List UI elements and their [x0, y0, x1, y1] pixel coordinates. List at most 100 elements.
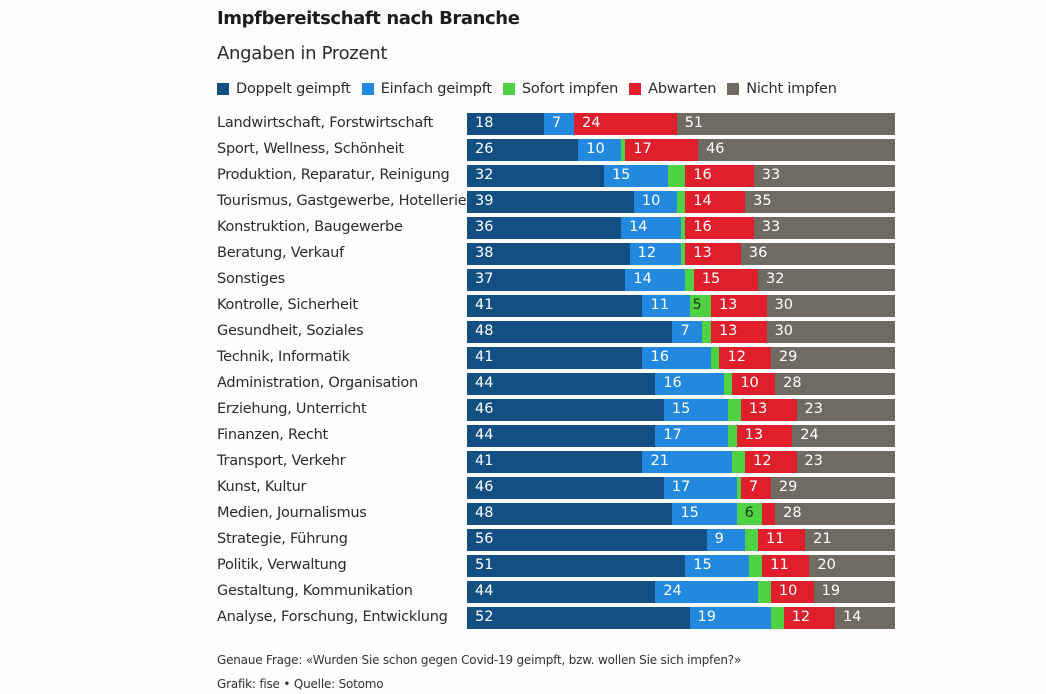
data-label: 41: [475, 349, 494, 365]
legend-label: Abwarten: [648, 81, 717, 97]
bar-segment-abwarten: 13: [710, 295, 767, 317]
data-label: 7: [748, 479, 759, 495]
bar-segment-sofort-impfen: 6: [736, 503, 763, 525]
data-label: 26: [475, 141, 494, 157]
bar-segment-einfach-geimpft: 15: [685, 555, 750, 577]
data-label: 16: [693, 167, 712, 183]
data-label: 48: [475, 505, 494, 521]
data-label: 17: [633, 141, 652, 157]
bar-segment-abwarten: 10: [770, 581, 814, 603]
bar-row: Technik, Informatik 41 16 12 29: [217, 347, 917, 369]
data-label: 24: [663, 583, 682, 599]
bar-segment-einfach-geimpft: 11: [642, 295, 690, 317]
data-label: 18: [475, 115, 494, 131]
data-label: 36: [748, 245, 768, 261]
bar-segment-einfach-geimpft: 21: [642, 451, 733, 473]
bar-segment-einfach-geimpft: 15: [672, 503, 737, 525]
bar-segment-sofort-impfen: [676, 191, 686, 213]
bar-segment-doppelt-geimpft: 44: [467, 373, 656, 395]
bar-segment-doppelt-geimpft: 51: [467, 555, 686, 577]
bar-segment-einfach-geimpft: 7: [544, 113, 574, 135]
data-label: 56: [475, 531, 494, 547]
stacked-bar: 36 14 16 33: [467, 217, 895, 239]
bar-segment-nicht-impfen: 32: [758, 269, 895, 291]
bar-segment-doppelt-geimpft: 46: [467, 399, 664, 421]
data-label: 52: [475, 609, 494, 625]
data-label: 7: [680, 323, 690, 339]
data-label: 28: [783, 375, 802, 391]
stacked-bar: 32 15 16 33: [467, 165, 895, 187]
data-label: 44: [475, 375, 494, 391]
data-label: 6: [744, 505, 754, 521]
data-label: 12: [637, 245, 657, 261]
data-label: 13: [748, 401, 768, 417]
data-label: 33: [761, 219, 781, 235]
stacked-bar: 48 15 6 28: [467, 503, 895, 525]
data-label: 13: [693, 245, 712, 261]
data-label: 46: [475, 479, 494, 495]
legend-swatch: [361, 83, 374, 95]
data-label: 15: [680, 505, 699, 521]
bar-segment-doppelt-geimpft: 41: [467, 295, 643, 317]
bar-segment-nicht-impfen: 33: [753, 165, 895, 187]
bar-segment-einfach-geimpft: 15: [663, 399, 729, 421]
bar-segment-einfach-geimpft: 12: [629, 243, 681, 265]
bar-segment-doppelt-geimpft: 44: [467, 581, 656, 603]
bar-segment-sofort-impfen: [621, 139, 626, 161]
bar-row: Tourismus, Gastgewerbe, Hotellerie 39 10 14…: [217, 191, 917, 213]
bar-segment-doppelt-geimpft: 48: [467, 503, 673, 525]
bar-segment-sofort-impfen: 5: [689, 295, 711, 317]
data-label: 46: [706, 141, 725, 157]
data-label: 14: [633, 271, 652, 287]
stacked-bar: 51 15 11 20: [467, 555, 895, 577]
data-label: 39: [475, 193, 494, 209]
category-label: Sport, Wellness, Schönheit: [217, 141, 404, 157]
stacked-bar: 41 16 12 29: [467, 347, 895, 369]
bar-segment-sofort-impfen: [749, 555, 763, 577]
bar-row: Administration, Organisation 44 16 10 28: [217, 373, 917, 395]
footnote-credit: Grafik: fise • Quelle: Sotomo: [217, 677, 384, 691]
data-label: 9: [714, 531, 724, 547]
category-label: Gestaltung, Kommunikation: [217, 583, 413, 599]
data-label: 17: [663, 427, 682, 443]
data-label: 44: [475, 583, 494, 599]
bar-segment-sofort-impfen: [680, 217, 686, 239]
category-label: Kontrolle, Sicherheit: [217, 297, 358, 313]
bar-segment-doppelt-geimpft: 56: [467, 529, 707, 551]
bar-row: Analyse, Forschung, Entwicklung 52 19 12 14: [217, 607, 917, 629]
bar-segment-abwarten: 7: [740, 477, 771, 499]
data-label: 7: [552, 115, 562, 131]
bar-segment-nicht-impfen: 19: [813, 581, 895, 603]
legend-item: Nicht impfen: [727, 81, 837, 97]
data-label: 13: [718, 297, 738, 313]
bar-row: Sonstiges 37 14 15 32: [217, 269, 917, 291]
bar-segment-nicht-impfen: 30: [766, 321, 895, 343]
bar-segment-doppelt-geimpft: 52: [467, 607, 690, 629]
bar-segment-abwarten: 17: [625, 139, 699, 161]
bar-segment-sofort-impfen: [770, 607, 784, 629]
bar-segment-abwarten: 13: [685, 243, 741, 265]
bar-segment-nicht-impfen: 20: [809, 555, 895, 577]
data-label: 20: [817, 557, 836, 573]
data-label: 16: [663, 375, 682, 391]
data-label: 10: [778, 583, 798, 599]
bar-segment-doppelt-geimpft: 26: [467, 139, 579, 161]
bar-segment-nicht-impfen: 23: [796, 451, 895, 473]
bar-segment-doppelt-geimpft: 37: [467, 269, 626, 291]
stacked-bar: 41 21 12 23: [467, 451, 895, 473]
stacked-bar: 56 9 11 21: [467, 529, 895, 551]
category-label: Landwirtschaft, Forstwirtschaft: [217, 115, 434, 131]
legend-swatch: [217, 83, 229, 95]
bar-row: Gesundheit, Soziales 48 7 13 30: [217, 321, 917, 343]
data-label: 15: [671, 401, 691, 417]
data-label: 10: [740, 375, 759, 391]
data-label: 11: [650, 297, 669, 313]
bar-segment-sofort-impfen: [680, 243, 686, 265]
bar-row: Landwirtschaft, Forstwirtschaft 18 7 24 51: [217, 113, 917, 135]
data-label: 11: [766, 531, 785, 547]
bar-segment-einfach-geimpft: 16: [655, 373, 724, 395]
bar-segment-nicht-impfen: 30: [766, 295, 895, 317]
data-label: 32: [475, 167, 494, 183]
bar-segment-abwarten: 13: [736, 425, 793, 447]
legend-item: Doppelt geimpft: [217, 81, 351, 97]
